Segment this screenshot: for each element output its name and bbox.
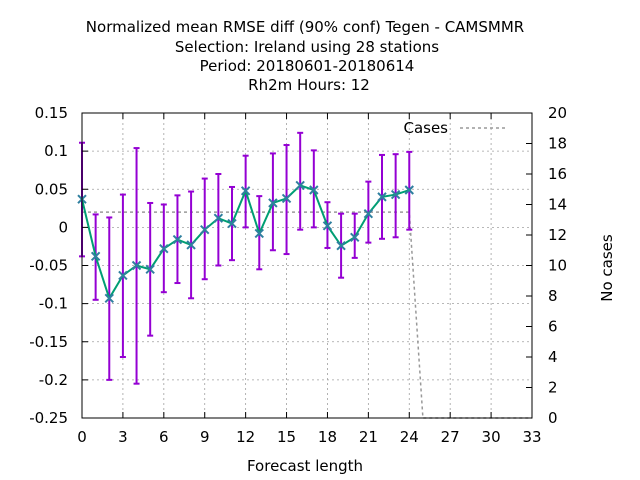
x-axis-ticks: 0 3 6 9 12 15 18 21 24 27 30 33: [77, 113, 542, 446]
data-point-stroke: [240, 186, 251, 196]
title-line-4: Rh2m Hours: 12: [248, 76, 370, 94]
data-point-stroke: [172, 234, 183, 245]
y-tick-label: 0.15: [35, 104, 68, 122]
y2-axis-label: No cases: [598, 234, 616, 302]
y-tick-label: -0.1: [39, 295, 68, 313]
data-point-stroke: [322, 221, 333, 231]
y2-tick-label: 2: [548, 379, 558, 397]
data-point-stroke: [281, 193, 292, 204]
x-tick-label: 3: [118, 428, 128, 446]
y2-tick-label: 20: [548, 104, 567, 122]
data-point: [363, 208, 374, 219]
x-tick-label: 27: [441, 428, 460, 446]
data-point-stroke: [227, 218, 237, 229]
x-tick-label: 33: [522, 428, 541, 446]
y2-tick-label: 16: [548, 165, 567, 183]
x-tick-label: 21: [359, 428, 378, 446]
y2-tick-label: 0: [548, 409, 558, 427]
data-point-stroke: [254, 228, 264, 239]
data-point: [90, 251, 101, 262]
legend: Cases: [403, 119, 507, 137]
data-point: [281, 193, 292, 204]
data-point-stroke: [377, 192, 387, 202]
x-tick-label: 18: [318, 428, 337, 446]
data-point: [390, 189, 401, 200]
data-point-stroke: [295, 180, 305, 191]
data-point: [322, 221, 333, 231]
x-tick-label: 15: [277, 428, 296, 446]
data-point: [268, 198, 278, 208]
data-point: [309, 185, 319, 195]
y2-tick-label: 6: [548, 318, 558, 336]
data-point: [118, 270, 128, 281]
data-point: [145, 264, 155, 275]
title-line-2: Selection: Ireland using 28 stations: [175, 38, 439, 56]
data-point-stroke: [118, 270, 128, 281]
data-point-stroke: [159, 244, 169, 254]
y-tick-label: -0.05: [29, 257, 68, 275]
data-point: [131, 260, 142, 271]
y-tick-label: -0.25: [29, 409, 68, 427]
data-point-stroke: [309, 185, 319, 195]
data-point: [377, 192, 387, 202]
x-axis-label: Forecast length: [247, 457, 363, 475]
data-point-stroke: [213, 213, 224, 223]
data-point-stroke: [404, 185, 414, 195]
title-line-3: Period: 20180601-20180614: [200, 57, 415, 75]
chart-title: Normalized mean RMSE diff (90% conf) Teg…: [86, 18, 524, 94]
data-point-stroke: [350, 232, 360, 242]
data-point: [227, 218, 237, 229]
data-point: [240, 186, 251, 196]
y-tick-label: -0.2: [39, 371, 68, 389]
x-tick-label: 30: [482, 428, 501, 446]
data-point-stroke: [90, 251, 101, 262]
data-point-stroke: [104, 293, 114, 303]
y-tick-label: 0.05: [35, 180, 68, 198]
data-point-stroke: [390, 189, 401, 200]
y2-tick-label: 12: [548, 226, 567, 244]
data-point-stroke: [186, 240, 196, 250]
data-point-stroke: [268, 198, 278, 208]
x-tick-label: 6: [159, 428, 169, 446]
y-tick-label: 0: [58, 218, 68, 236]
y-tick-label: 0.1: [44, 142, 68, 160]
y-axis-ticks: -0.25 -0.2 -0.15 -0.1 -0.05 0 0.05 0.1 0.15: [29, 104, 88, 427]
data-point: [336, 240, 346, 251]
data-point: [254, 228, 264, 239]
x-tick-label: 9: [200, 428, 210, 446]
y-tick-label: -0.15: [29, 333, 68, 351]
y2-tick-label: 10: [548, 257, 567, 275]
data-point: [104, 293, 114, 303]
data-point: [186, 240, 196, 250]
data-point: [350, 232, 360, 242]
data-point-stroke: [200, 224, 210, 235]
x-tick-label: 0: [77, 428, 87, 446]
data-point-stroke: [145, 264, 155, 275]
data-point: [404, 185, 414, 195]
x-tick-label: 12: [236, 428, 255, 446]
x-tick-label: 24: [400, 428, 419, 446]
data-point-stroke: [363, 208, 374, 219]
data-point: [200, 224, 210, 235]
y2-tick-label: 14: [548, 196, 567, 214]
legend-label-cases: Cases: [403, 119, 448, 137]
title-line-1: Normalized mean RMSE diff (90% conf) Teg…: [86, 18, 524, 36]
data-point: [213, 213, 224, 223]
y2-axis-ticks: 0 2 4 6 8 10 12 14 16 18 20: [526, 104, 567, 427]
y2-tick-label: 8: [548, 287, 558, 305]
data-point: [295, 180, 305, 191]
data-point-stroke: [131, 260, 142, 271]
data-point: [159, 244, 169, 254]
data-point-stroke: [336, 240, 346, 251]
y2-tick-label: 4: [548, 348, 558, 366]
data-point: [172, 234, 183, 245]
y2-tick-label: 18: [548, 135, 567, 153]
